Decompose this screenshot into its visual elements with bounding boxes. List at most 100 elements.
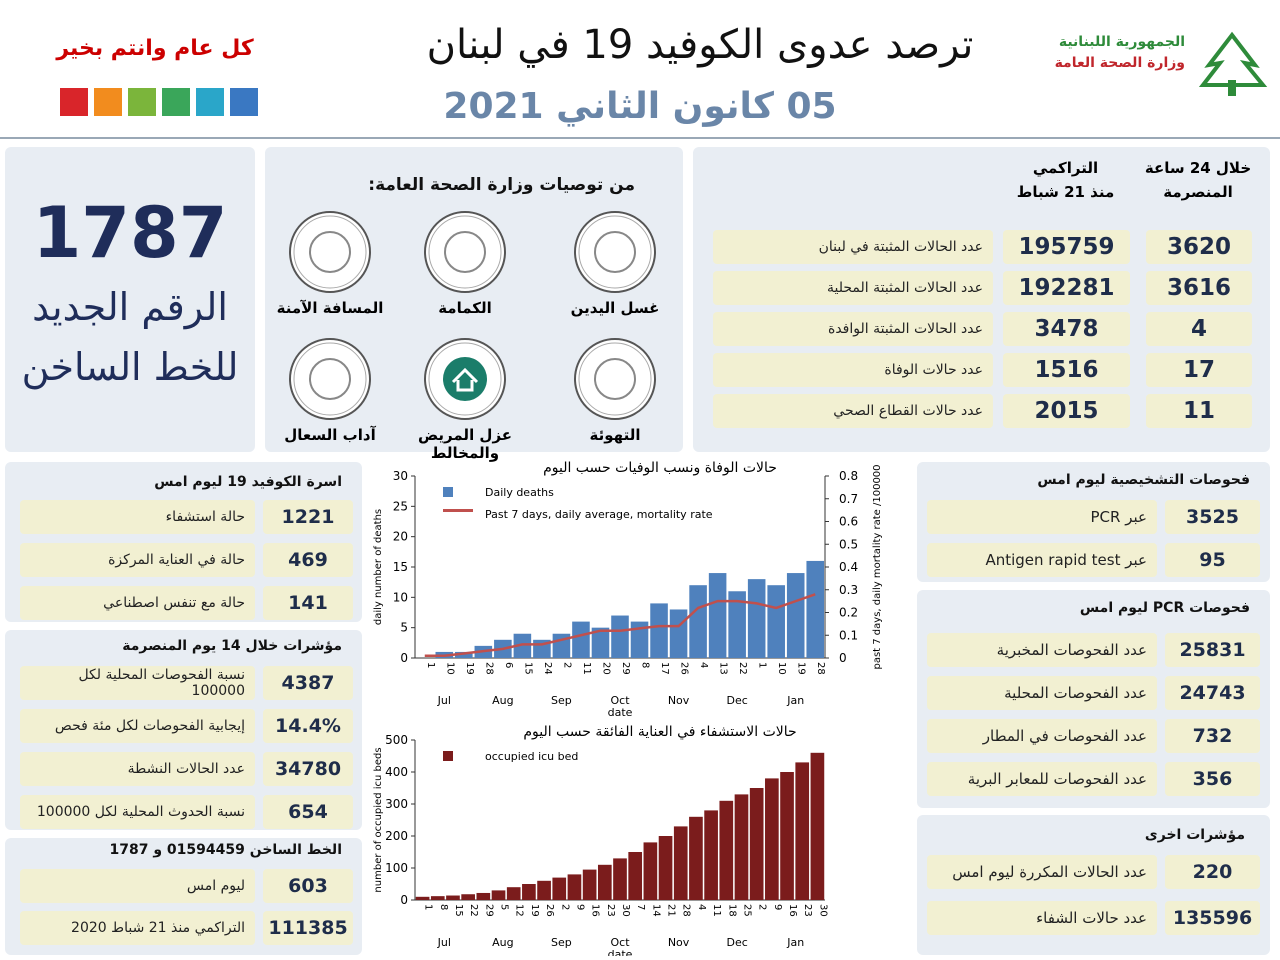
x-tick-label: 8 xyxy=(640,662,651,668)
bar xyxy=(749,788,764,900)
hotline-label: الرقم الجديد xyxy=(32,285,228,329)
x-tick-label: 1 xyxy=(757,662,768,668)
y-tick-label: 0 xyxy=(400,893,408,907)
cumulative-value: 1516 xyxy=(1003,353,1130,387)
x-tick-label: 25 xyxy=(741,904,752,917)
y2-tick-label: 0.3 xyxy=(839,583,858,597)
x-tick-label: 21 xyxy=(666,904,677,917)
month-label: Jan xyxy=(786,694,804,707)
bar xyxy=(704,810,718,900)
row-value: 34780 xyxy=(263,752,353,786)
panel-title: مؤشرات خلال 14 يوم المنصرمة xyxy=(122,638,342,654)
y2-tick-label: 0.2 xyxy=(839,606,858,620)
bar xyxy=(582,869,597,900)
x-tick-label: 30 xyxy=(817,904,828,917)
month-label: Aug xyxy=(492,694,513,707)
legend-swatch xyxy=(443,487,453,497)
bar xyxy=(572,621,590,658)
bar xyxy=(689,585,707,658)
row-value: 25831 xyxy=(1165,633,1260,667)
row-label: عدد حالات الوفاة xyxy=(713,353,993,387)
x-tick-label: 14 xyxy=(650,904,661,917)
x-tick-label: 10 xyxy=(444,662,455,675)
recommendation-icon xyxy=(289,211,371,293)
recommendation-label: التهوئة xyxy=(589,426,641,444)
recommendation-label: غسل اليدين xyxy=(570,299,660,317)
row-value: 135596 xyxy=(1165,901,1260,935)
row-label: عبر PCR xyxy=(927,500,1157,534)
month-label: Jan xyxy=(786,936,804,949)
cumulative-value: 2015 xyxy=(1003,394,1130,428)
col-header: منذ 21 شباط xyxy=(1016,183,1115,201)
row-value: 3525 xyxy=(1165,500,1260,534)
x-tick-label: 28 xyxy=(815,662,826,675)
greeting: كل عام وانتم بخير xyxy=(56,36,254,61)
recommendation-icon xyxy=(424,211,506,293)
recommendations-panel: من توصيات وزارة الصحة العامة: غسل اليدين… xyxy=(265,147,683,462)
decor-squares xyxy=(60,88,258,116)
x-tick-label: 17 xyxy=(659,662,670,675)
x-tick-label: 19 xyxy=(464,662,475,675)
row-label: عدد الحالات المثبتة في لبنان xyxy=(713,230,993,264)
bar xyxy=(728,591,746,658)
cumulative-value: 195759 xyxy=(1003,230,1130,264)
recommendation-icon xyxy=(289,338,371,420)
row-value: 1221 xyxy=(263,500,353,534)
row-label: عدد الحالات المثبتة الوافدة xyxy=(713,312,993,346)
month-label: Jul xyxy=(437,936,451,949)
hotline-number: 1787 xyxy=(32,192,228,274)
bar xyxy=(767,585,785,658)
month-label: Nov xyxy=(668,694,690,707)
daily-value: 17 xyxy=(1146,353,1252,387)
bar xyxy=(611,615,629,658)
y2-tick-label: 0 xyxy=(839,651,847,665)
deaths-chart: حالات الوفاة ونسب الوفيات حسب اليوم05101… xyxy=(373,460,883,719)
beds-panel: اسرة الكوفيد 19 ليوم امس حالة استشفاء 1221… xyxy=(5,462,362,622)
row-label: نسبة الحدوث المحلية لكل 100000 xyxy=(20,795,255,829)
row-label: عدد حالات الشفاء xyxy=(927,901,1157,935)
legend-label: occupied icu bed xyxy=(485,750,578,763)
bar xyxy=(708,573,727,658)
bar xyxy=(628,852,643,900)
bar xyxy=(650,603,668,658)
y-tick-label: 10 xyxy=(393,590,408,604)
month-label: Sep xyxy=(551,694,572,707)
x-tick-label: 11 xyxy=(581,662,592,675)
x-tick-label: 28 xyxy=(483,662,494,675)
bar xyxy=(765,778,779,900)
bar xyxy=(734,794,749,900)
x-tick-label: 18 xyxy=(726,904,737,917)
y2-tick-label: 0.6 xyxy=(839,515,858,529)
bar xyxy=(658,836,673,900)
bar xyxy=(491,890,506,900)
row-label: عدد الحالات المكررة ليوم امس xyxy=(927,855,1157,889)
cumulative-value: 192281 xyxy=(1003,271,1130,305)
summary-panel: خلال 24 ساعة المنصرمة التراكمي منذ 21 شب… xyxy=(693,147,1270,452)
col-header: خلال 24 ساعة xyxy=(1144,159,1252,177)
row-value: 14.4% xyxy=(263,709,353,743)
y-tick-label: 300 xyxy=(385,797,408,811)
other-panel: مؤشرات اخرى عدد الحالات المكررة ليوم امس 2… xyxy=(917,815,1270,955)
col-header: المنصرمة xyxy=(1163,183,1233,201)
pcr-panel: فحوصات PCR ليوم امس عدد الفحوصات المخبرية… xyxy=(917,590,1270,808)
panel-title: الخط الساخن 01594459 و 1787 xyxy=(109,842,343,858)
indicators-panel: مؤشرات خلال 14 يوم المنصرمة نسبة الفحوصات… xyxy=(5,630,362,830)
row-value: 24743 xyxy=(1165,676,1260,710)
row-label: عدد حالات القطاع الصحي xyxy=(713,394,993,428)
row-label: نسبة الفحوصات المحلية لكل 100000 xyxy=(20,666,255,700)
recommendations-title: من توصيات وزارة الصحة العامة: xyxy=(368,175,635,195)
y-tick-label: 0 xyxy=(400,651,408,665)
x-tick-label: 8 xyxy=(438,904,449,910)
x-axis-label: date xyxy=(608,948,633,956)
panel-title: اسرة الكوفيد 19 ليوم امس xyxy=(154,474,342,490)
bar xyxy=(415,896,430,900)
row-label: ليوم امس xyxy=(20,869,255,903)
row-label: التراكمي منذ 21 شباط 2020 xyxy=(20,911,255,945)
daily-value: 3620 xyxy=(1146,230,1252,264)
row-label: عبر Antigen rapid test xyxy=(927,543,1157,577)
bar xyxy=(567,874,582,900)
title: ترصد عدوى الكوفيد 19 في لبنان xyxy=(426,22,974,68)
panel-title: مؤشرات اخرى xyxy=(1144,827,1245,843)
legend-swatch xyxy=(443,751,453,761)
x-tick-label: 5 xyxy=(499,904,510,910)
